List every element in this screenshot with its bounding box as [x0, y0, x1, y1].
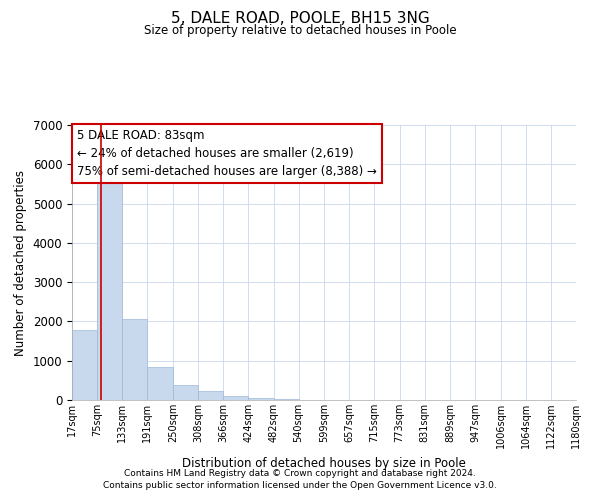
Bar — [198, 391, 223, 400]
Bar — [173, 386, 198, 400]
Text: Size of property relative to detached houses in Poole: Size of property relative to detached ho… — [143, 24, 457, 37]
Bar — [248, 398, 274, 400]
Y-axis label: Number of detached properties: Number of detached properties — [14, 170, 27, 356]
Text: Contains HM Land Registry data © Crown copyright and database right 2024.: Contains HM Land Registry data © Crown c… — [124, 468, 476, 477]
Bar — [72, 330, 97, 400]
Text: 5, DALE ROAD, POOLE, BH15 3NG: 5, DALE ROAD, POOLE, BH15 3NG — [170, 11, 430, 26]
Bar — [122, 320, 148, 400]
Bar — [148, 368, 173, 400]
Bar — [223, 396, 248, 400]
Text: Contains public sector information licensed under the Open Government Licence v3: Contains public sector information licen… — [103, 481, 497, 490]
Bar — [274, 399, 299, 400]
Bar — [97, 174, 122, 400]
Text: 5 DALE ROAD: 83sqm
← 24% of detached houses are smaller (2,619)
75% of semi-deta: 5 DALE ROAD: 83sqm ← 24% of detached hou… — [77, 129, 377, 178]
X-axis label: Distribution of detached houses by size in Poole: Distribution of detached houses by size … — [182, 456, 466, 469]
